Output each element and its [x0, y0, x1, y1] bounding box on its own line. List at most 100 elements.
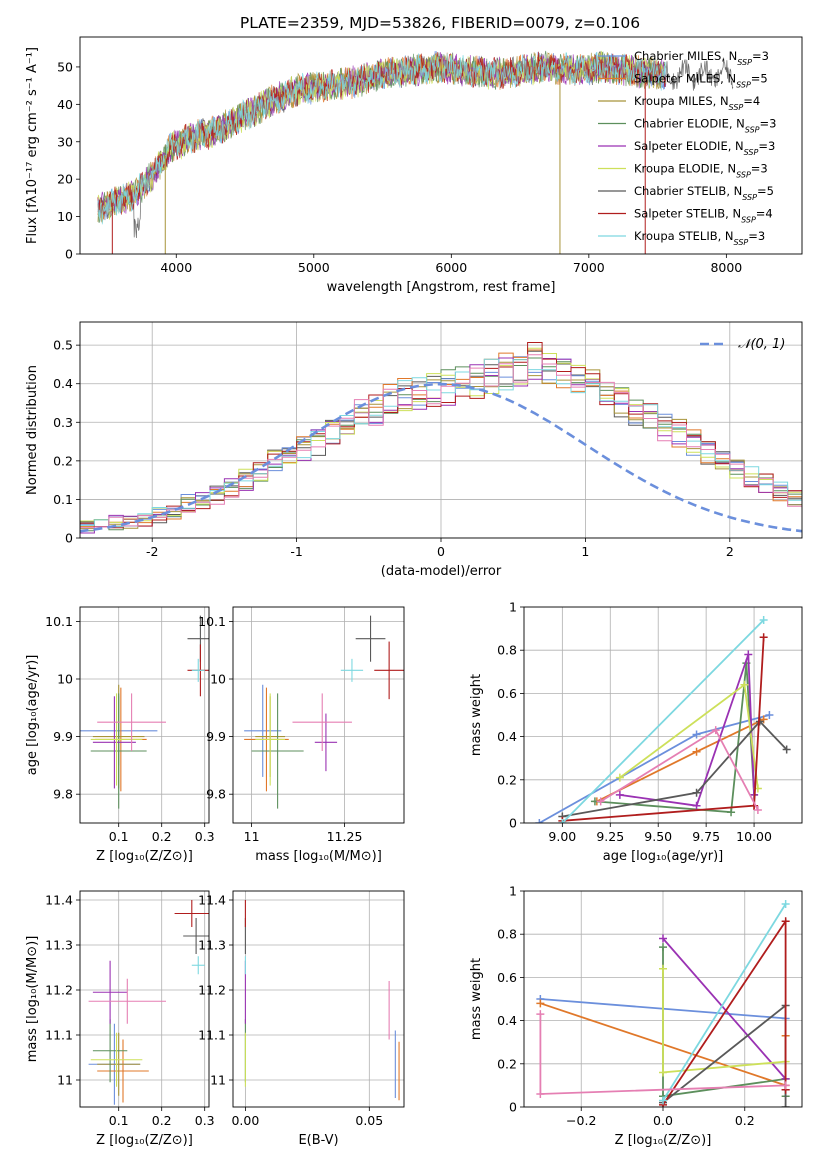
plot-area: [97, 50, 734, 254]
x-tick-label: 0.2: [735, 1113, 755, 1128]
y-tick-label: 0: [509, 816, 517, 831]
x-tick-label: 11.25: [327, 829, 363, 844]
x-tick-label: 9.25: [596, 829, 624, 844]
legend-label: Chabrier MILES, NSSP=3: [634, 49, 769, 67]
x-tick-label: 0.3: [195, 1113, 215, 1128]
legend-label: Kroupa ELODIE, NSSP=3: [634, 162, 768, 180]
mass-weight-line: [562, 720, 788, 818]
y-tick-label: 11.3: [45, 938, 73, 953]
x-tick-label: 0.3: [195, 829, 215, 844]
y-tick-label: 0.6: [497, 970, 517, 985]
y-tick-label: 10: [57, 209, 73, 224]
data-point-marker: [781, 1103, 790, 1107]
data-point-marker: [536, 999, 545, 1008]
legend-label-sub: SSP: [736, 170, 751, 179]
x-tick-label: 0.05: [355, 1113, 383, 1128]
legend-label-sub: SSP: [736, 80, 751, 89]
mass-weight-line: [662, 918, 787, 1106]
spectrum-line: [97, 51, 666, 225]
axes-frame: [523, 890, 803, 1108]
plot-area: [524, 891, 802, 1107]
legend-label-sub: SSP: [741, 215, 756, 224]
data-point-marker: [692, 747, 701, 756]
y-axis-label: mass weight: [469, 958, 484, 1040]
x-tick-label: 0.2: [152, 1113, 172, 1128]
y-tick-label: 30: [57, 134, 73, 149]
mass-weight-line: [600, 728, 759, 811]
x-tick-label: 9.50: [644, 829, 672, 844]
legend-label-sub: SSP: [734, 238, 749, 247]
y-tick-label: 11.2: [198, 983, 226, 998]
axes-frame: [79, 890, 210, 1108]
x-axis-label: E(B-V): [298, 1133, 338, 1148]
y-tick-label: 0.8: [497, 643, 517, 658]
y-tick-label: 40: [57, 97, 73, 112]
y-tick-label: 10.1: [198, 614, 226, 629]
data-point-marker: [536, 1090, 545, 1099]
x-tick-label: 5000: [298, 260, 330, 275]
y-tick-label: 0: [65, 247, 73, 262]
axes-frame: [79, 36, 803, 255]
x-tick-label: 9.75: [692, 829, 720, 844]
legend-label-suffix: =4: [743, 94, 760, 108]
plot-area: [233, 891, 404, 1107]
panel-1: 4000 5000 6000 7000 8000 0 10 20 30 40 50 wavelengt…: [25, 36, 803, 295]
y-tick-label: 0.4: [497, 729, 517, 744]
y-tick-label: 11: [57, 1073, 73, 1088]
data-point-marker: [727, 808, 736, 817]
data-point-marker: [744, 650, 753, 659]
legend-label-sub: SSP: [742, 193, 757, 202]
x-axis-label: Z [log₁₀(Z/Z⊙)]: [615, 1133, 712, 1148]
mass-weight-line: [561, 619, 765, 823]
y-tick-label: 10: [210, 672, 226, 687]
data-point-marker: [781, 917, 790, 926]
panel-4: 11 11.25 9.8 9.9 10 10.1 mass [log₁₀(M/M⊙)]: [198, 606, 405, 864]
x-tick-label: 0.1: [109, 1113, 129, 1128]
legend-label-name: Chabrier STELIB, N: [634, 184, 742, 198]
panel-3: 0.1 0.2 0.3 9.8 9.9 10 10.1 Z [log₁₀(Z/Z⊙)] age …: [25, 606, 215, 864]
x-tick-label: 0.1: [109, 829, 129, 844]
data-point-marker: [753, 806, 762, 815]
legend-label-suffix: =5: [757, 184, 774, 198]
y-tick-label: 0: [65, 531, 73, 546]
x-tick-label: 10.00: [736, 829, 772, 844]
legend-label: Chabrier STELIB, NSSP=5: [634, 184, 774, 202]
panel-6: 0.1 0.2 0.3 11 11.1 11.2 11.3 11.4 Z [log₁₀(Z/Z⊙…: [25, 890, 215, 1148]
y-tick-label: 9.9: [53, 729, 73, 744]
panel-2: -2 -1 0 1 2 0 0.1 0.2 0.3 0.4 0.5 (data-model)/erro…: [25, 321, 803, 579]
normal-curve: [80, 382, 802, 533]
y-tick-label: 10.1: [45, 614, 73, 629]
legend-label-name: Kroupa ELODIE, N: [634, 162, 736, 176]
y-tick-label: 11.2: [45, 983, 73, 998]
mass-weight-line: [662, 947, 787, 1098]
y-axis-label: Normed distribution: [25, 365, 40, 495]
y-tick-label: 0.8: [497, 927, 517, 942]
y-tick-label: 0.2: [497, 772, 517, 787]
legend-label-name: Chabrier MILES, N: [634, 49, 737, 63]
data-point-marker: [759, 615, 768, 624]
panel-7: 0.00 0.05 11 11.1 11.2 11.3 11.4 E(B-V): [198, 890, 405, 1148]
plot-area: [80, 607, 209, 823]
x-tick-label: -2: [146, 544, 158, 559]
legend-label-suffix: =3: [760, 117, 777, 131]
x-tick-label: −0.2: [566, 1113, 596, 1128]
x-axis-label: wavelength [Angstrom, rest frame]: [327, 280, 556, 295]
mass-weight-line: [662, 903, 787, 1101]
y-tick-label: 0.6: [497, 686, 517, 701]
legend-label: Chabrier ELODIE, NSSP=3: [634, 117, 776, 135]
legend-label: Salpeter ELODIE, NSSP=3: [634, 139, 775, 157]
legend-label-name: Chabrier ELODIE, N: [634, 117, 745, 131]
x-tick-label: 0: [437, 544, 445, 559]
x-tick-label: 11: [244, 829, 260, 844]
x-axis-label: (data-model)/error: [381, 564, 502, 579]
y-axis-label: Flux [fλ10⁻¹⁷ erg cm⁻² s⁻¹ A⁻¹]: [25, 47, 40, 244]
y-tick-label: 0.3: [53, 415, 73, 430]
legend-label-suffix: =3: [751, 162, 768, 176]
histogram-step: [80, 350, 802, 538]
histogram-step: [80, 354, 802, 538]
legend-label-name: Kroupa STELIB, N: [634, 229, 734, 243]
legend-label: 𝒩(0, 1): [738, 337, 785, 352]
legend-label-name: Salpeter MILES, N: [634, 72, 736, 86]
y-tick-label: 10: [57, 672, 73, 687]
